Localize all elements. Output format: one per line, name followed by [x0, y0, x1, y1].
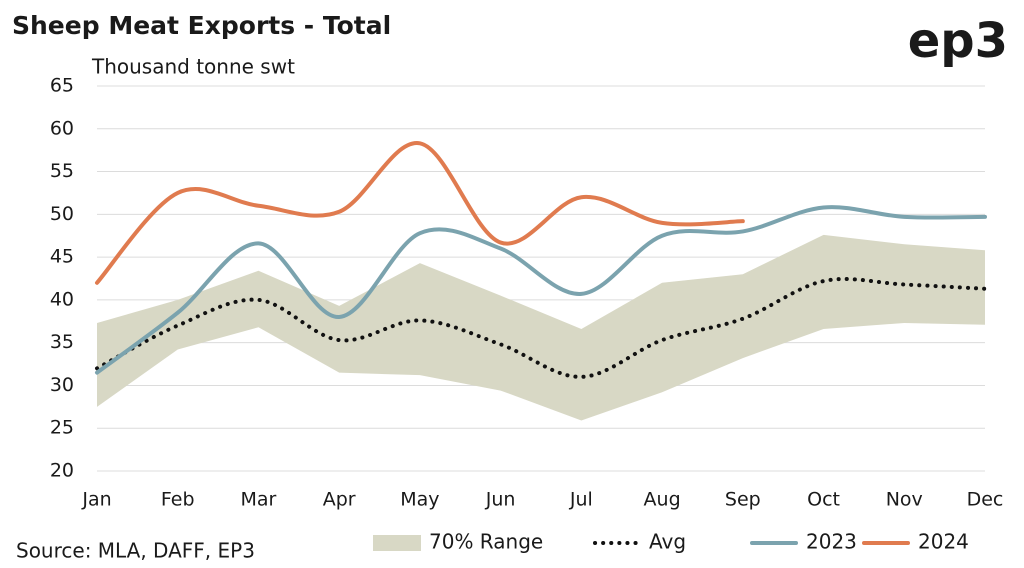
series-line — [95, 205, 987, 375]
grid — [97, 85, 985, 472]
y-tick-label: 55 — [50, 160, 74, 182]
legend-label: Avg — [649, 530, 686, 554]
y-tick-label: 45 — [50, 246, 74, 268]
x-tick-label: Nov — [886, 489, 923, 511]
x-tick-label: Feb — [161, 489, 195, 511]
chart-title: Sheep Meat Exports - Total — [12, 11, 391, 40]
legend-label: 2024 — [918, 530, 969, 554]
legend-swatch — [373, 535, 421, 551]
x-tick-label: Oct — [807, 489, 840, 511]
series-line — [95, 141, 745, 285]
y-tick-label: 20 — [50, 460, 74, 482]
range-band — [97, 234, 985, 421]
y-tick-label: 40 — [50, 288, 74, 310]
x-tick-label: Apr — [323, 489, 356, 511]
data — [95, 141, 987, 421]
x-tick-label: Jun — [485, 489, 516, 511]
x-tick-label: Jan — [81, 489, 111, 511]
x-tick-label: Sep — [725, 489, 761, 511]
x-tick-label: Mar — [241, 489, 277, 511]
y-tick-label: 50 — [50, 203, 74, 225]
legend-label: 70% Range — [429, 530, 543, 554]
series-line — [95, 277, 987, 379]
y-tick-label: 65 — [50, 75, 74, 97]
y-axis-label: Thousand tonne swt — [91, 55, 295, 79]
source: Source: MLA, DAFF, EP3 — [16, 539, 255, 563]
y-tick-label: 30 — [50, 374, 74, 396]
legend-label: 2023 — [806, 530, 857, 554]
y-tick-label: 60 — [50, 117, 74, 139]
x-tick-label: Jul — [569, 489, 593, 511]
x-tick-label: Dec — [967, 489, 1004, 511]
y-tick-label: 35 — [50, 331, 74, 353]
x-tick-label: Aug — [644, 489, 681, 511]
x-tick-label: May — [400, 489, 439, 511]
logo: ep3 — [908, 13, 1008, 69]
y-tick-label: 25 — [50, 417, 74, 439]
